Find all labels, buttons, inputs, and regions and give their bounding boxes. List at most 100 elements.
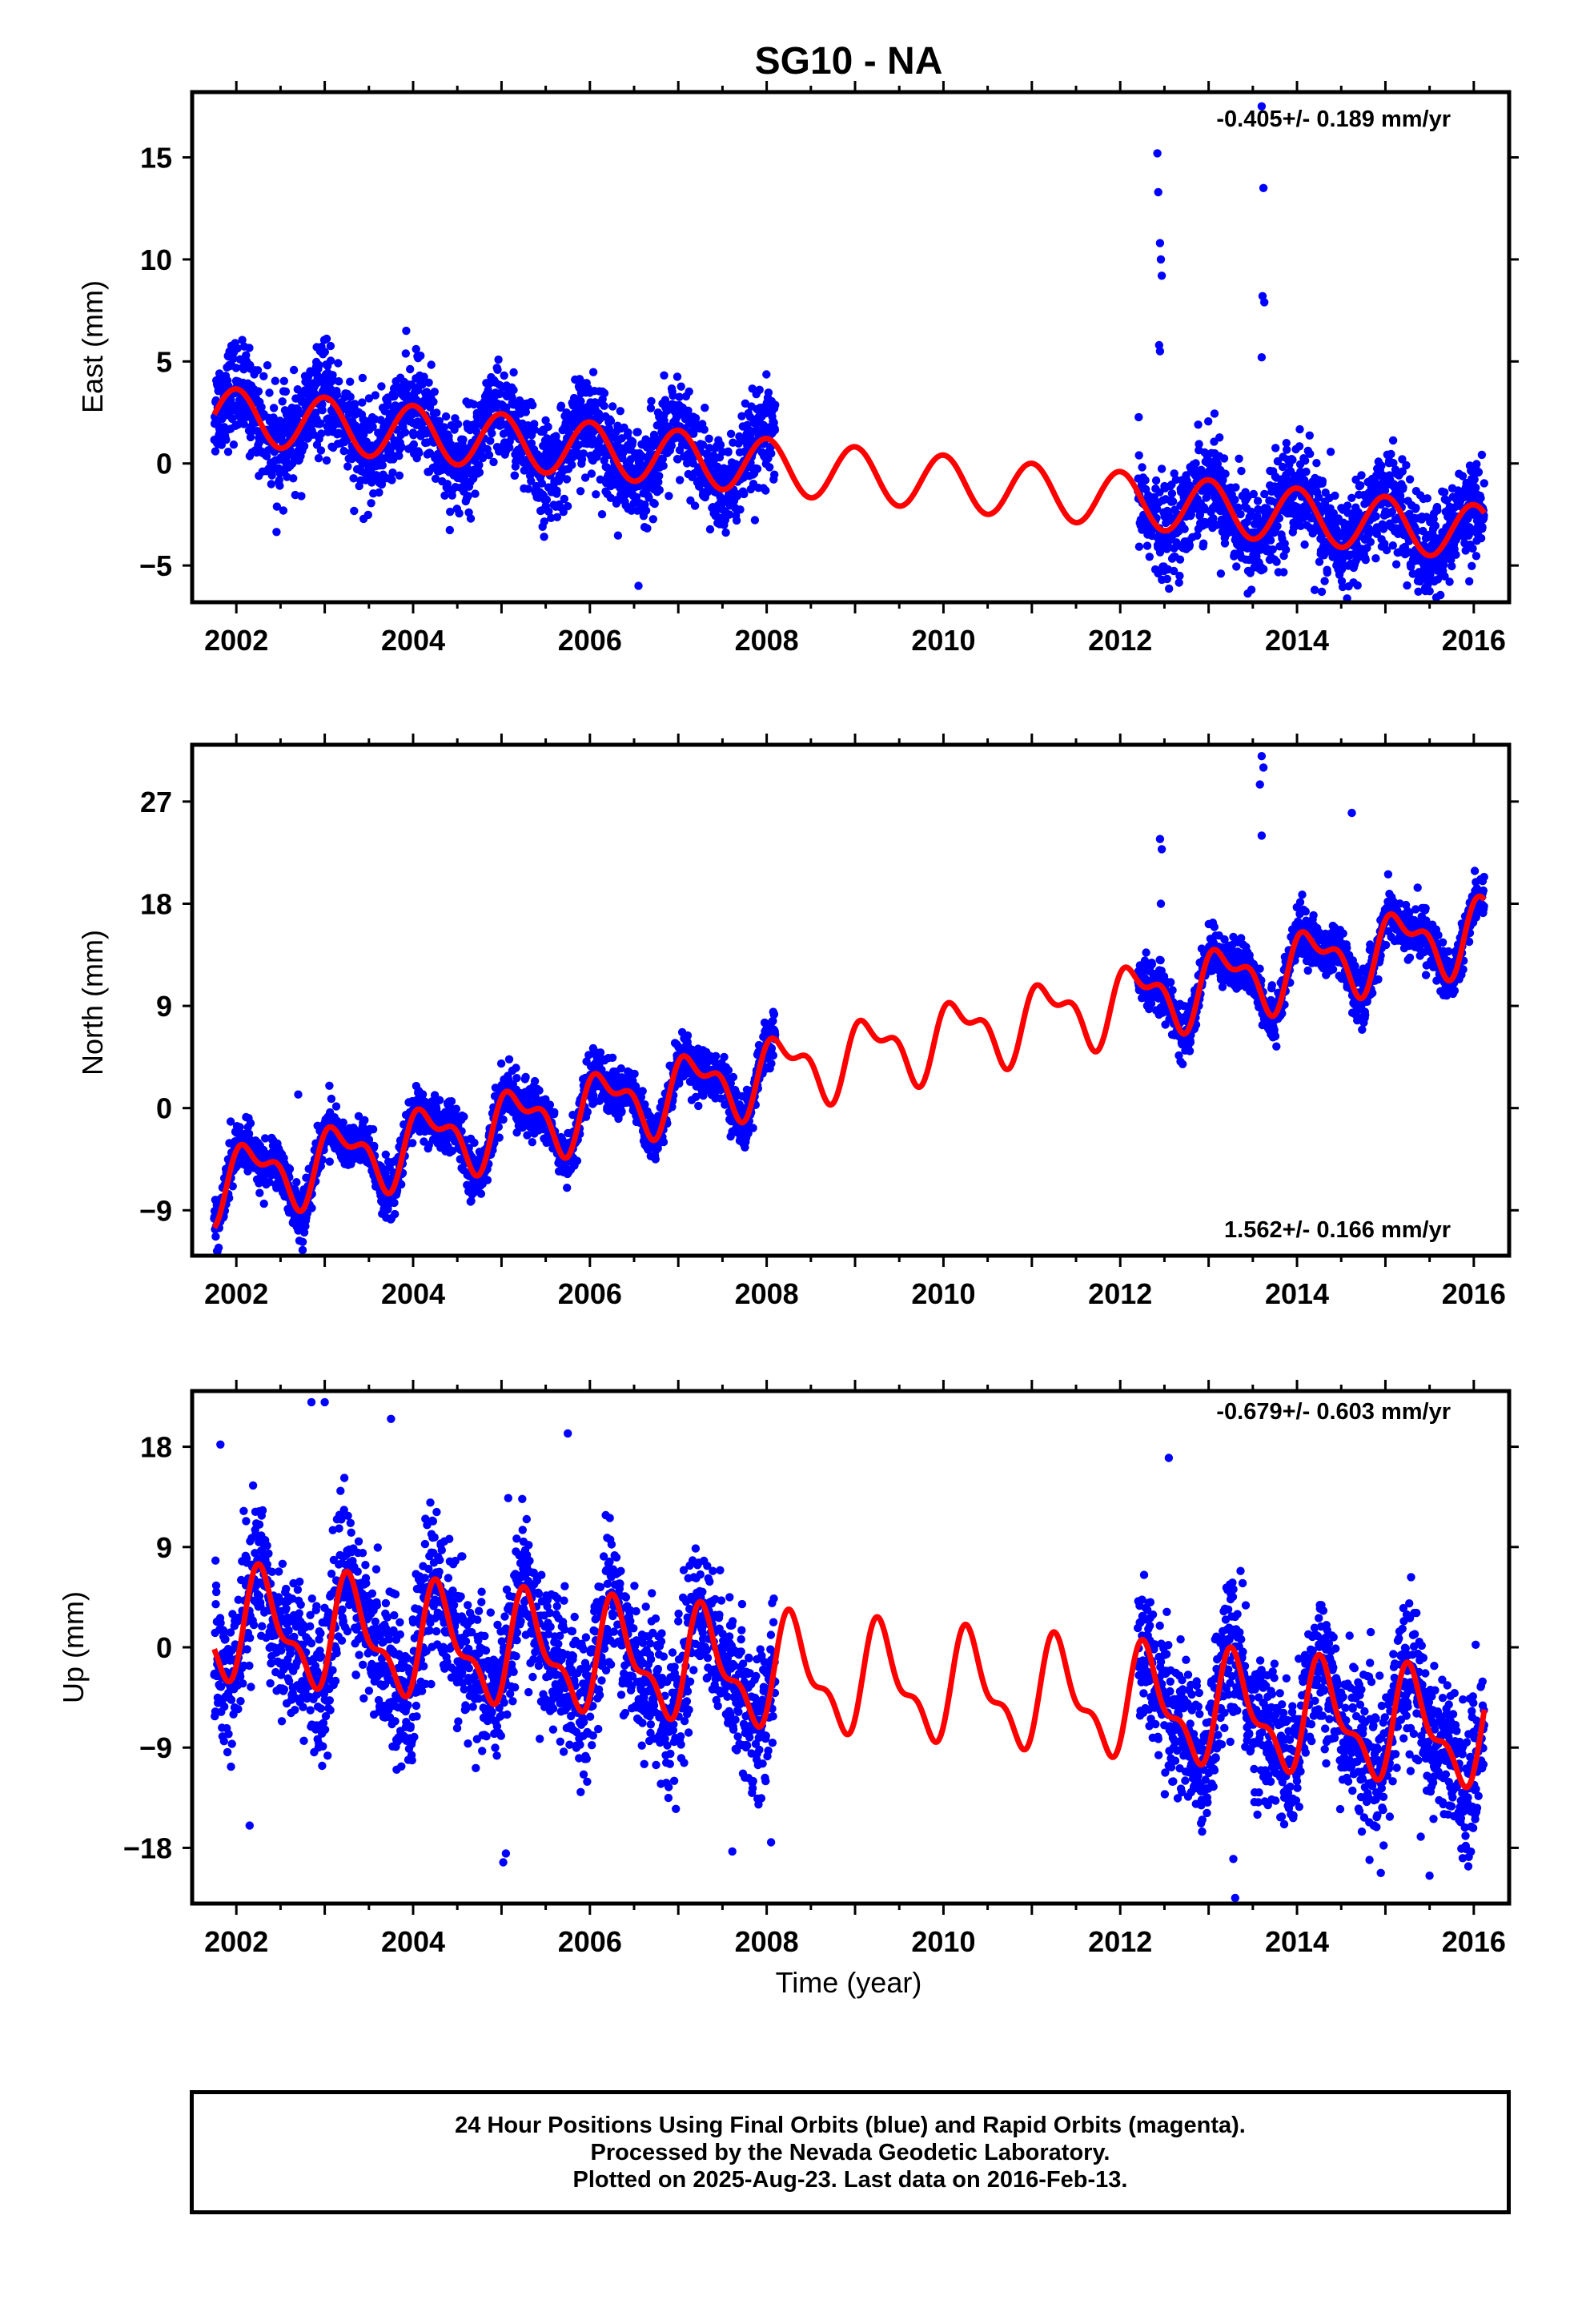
east-point xyxy=(316,419,325,428)
east-point xyxy=(1472,460,1481,468)
east-point xyxy=(1472,552,1481,561)
east-point xyxy=(1366,537,1375,546)
east-point xyxy=(254,387,263,396)
east-point xyxy=(350,506,359,516)
east-point xyxy=(1326,448,1335,456)
east-point xyxy=(441,412,451,421)
east-point xyxy=(1142,541,1152,550)
east-point xyxy=(1231,495,1239,505)
east-point xyxy=(767,449,776,458)
east-point xyxy=(343,462,352,471)
east-point xyxy=(265,388,274,397)
east-point xyxy=(665,492,673,501)
north-point xyxy=(235,1123,244,1132)
east-point xyxy=(740,489,749,499)
east-point xyxy=(378,460,387,470)
east-point xyxy=(1268,545,1277,554)
east-point xyxy=(326,356,335,365)
east-point xyxy=(505,443,514,452)
east-point xyxy=(612,499,621,508)
east-point xyxy=(1312,459,1321,468)
east-point xyxy=(568,460,576,469)
east-point xyxy=(1440,488,1449,497)
east-point xyxy=(416,352,425,360)
east-point xyxy=(660,371,669,380)
north-point xyxy=(470,1138,479,1148)
east-point xyxy=(1275,514,1284,523)
east-point xyxy=(1193,531,1202,540)
north-panel: North (mm) 1.562+/- 0.166 mm/yr −9091827… xyxy=(76,734,1519,1310)
east-point xyxy=(600,401,608,410)
north-point xyxy=(390,1198,399,1208)
east-point xyxy=(446,507,455,517)
east-point xyxy=(429,397,438,406)
north-point xyxy=(244,1129,254,1138)
east-point xyxy=(1260,489,1269,499)
east-point xyxy=(1235,454,1243,463)
north-point xyxy=(583,1108,592,1116)
east-point xyxy=(1134,451,1143,460)
east-point xyxy=(388,468,397,477)
east-point xyxy=(317,429,326,438)
east-panel: East (mm) -0.405+/- 0.189 mm/yr −5051015… xyxy=(76,81,1519,657)
east-point xyxy=(761,486,770,495)
east-point xyxy=(562,408,571,417)
east-point xyxy=(1259,183,1268,192)
east-point xyxy=(552,432,560,440)
east-point xyxy=(311,408,320,417)
east-model-curve xyxy=(211,386,1487,559)
east-point xyxy=(1138,463,1146,472)
east-point xyxy=(1174,578,1183,587)
east-point xyxy=(1154,340,1164,350)
north-point xyxy=(211,1232,220,1241)
north-point xyxy=(447,1097,456,1106)
east-point xyxy=(1236,509,1245,519)
east-point xyxy=(576,487,585,496)
north-point xyxy=(228,1182,237,1191)
east-point xyxy=(1141,476,1150,485)
east-point xyxy=(1389,459,1398,468)
east-point xyxy=(602,463,612,472)
north-point xyxy=(325,1157,334,1166)
east-point xyxy=(627,506,636,515)
east-point xyxy=(1414,587,1423,596)
east-point xyxy=(257,403,266,412)
east-point xyxy=(253,366,263,375)
east-point xyxy=(488,428,496,438)
east-point xyxy=(358,398,367,407)
east-point xyxy=(427,360,436,369)
east-point xyxy=(478,452,488,461)
east-point xyxy=(1295,442,1304,451)
east-point xyxy=(1315,493,1323,502)
east-point xyxy=(409,431,418,440)
east-point xyxy=(272,528,281,537)
east-point xyxy=(510,471,520,480)
east-point xyxy=(1204,417,1213,426)
east-point xyxy=(1216,569,1226,578)
east-point xyxy=(346,392,355,401)
east-point xyxy=(654,477,663,487)
east-point xyxy=(500,371,508,380)
east-point xyxy=(1476,493,1485,503)
east-point xyxy=(1253,512,1262,521)
east-point xyxy=(1443,496,1452,505)
east-point xyxy=(229,354,238,364)
east-point xyxy=(659,461,668,470)
east-point xyxy=(245,344,254,352)
east-point xyxy=(597,510,607,519)
east-point xyxy=(762,370,771,379)
east-point xyxy=(1210,409,1219,418)
east-point xyxy=(1170,566,1178,576)
east-point xyxy=(423,438,432,447)
east-point xyxy=(736,505,745,514)
east-point xyxy=(1336,605,1344,613)
east-point xyxy=(732,516,741,525)
east-point xyxy=(314,454,323,463)
east-point xyxy=(721,528,730,537)
east-point xyxy=(1281,545,1291,554)
north-point xyxy=(535,1086,544,1095)
east-point xyxy=(616,407,624,416)
east-point xyxy=(1447,561,1456,571)
east-point xyxy=(1155,239,1165,247)
north-point xyxy=(512,1074,521,1083)
